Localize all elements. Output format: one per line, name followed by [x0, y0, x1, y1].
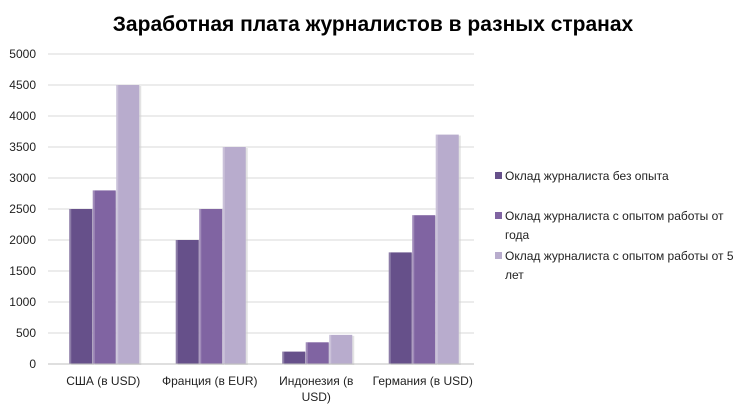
bar-highlight	[435, 134, 438, 364]
bar-highlight	[175, 240, 178, 364]
bar	[175, 240, 199, 364]
legend-swatch	[495, 252, 502, 259]
bar-highlight	[388, 252, 391, 364]
y-tick-label: 4000	[9, 109, 36, 123]
y-axis-ticks: 0 500 1000 1500 2000 2500 3000 3500 4000 4500 5000	[9, 47, 36, 371]
legend-swatch	[495, 212, 502, 219]
y-tick-label: 3500	[9, 140, 36, 154]
bar	[305, 342, 329, 364]
bar	[388, 252, 412, 364]
y-tick-label: 1500	[9, 264, 36, 278]
bar	[329, 334, 353, 364]
bar	[435, 134, 459, 364]
bar	[199, 209, 223, 364]
bars	[69, 85, 461, 365]
bar-highlight	[282, 351, 285, 364]
y-tick-label: 500	[16, 326, 36, 340]
y-tick-label: 2500	[9, 202, 36, 216]
bar	[92, 190, 116, 364]
y-tick-label: 2000	[9, 233, 36, 247]
y-tick-label: 0	[29, 357, 36, 371]
bar-highlight	[305, 342, 308, 364]
x-axis-categories: США (в USD) Франция (в EUR) Индонезия (в US…	[66, 374, 473, 404]
legend-entry: Оклад журналиста без опыта	[505, 169, 669, 183]
legend-entry: Оклад журналиста с опытом работы от 5 лет	[505, 249, 734, 282]
y-tick-label: 3000	[9, 171, 36, 185]
x-category-label: США (в USD)	[66, 374, 140, 388]
chart-title: Заработная плата журналистов в разных ст…	[113, 13, 634, 36]
y-tick-label: 4500	[9, 78, 36, 92]
bar-highlight	[222, 147, 225, 364]
bar-highlight	[412, 215, 415, 364]
y-tick-label: 5000	[9, 47, 36, 61]
legend-entry: Оклад журналиста с опытом работы от года	[505, 209, 724, 242]
legend: Оклад журналиста без опыта Оклад журналис…	[495, 169, 734, 282]
legend-swatch	[495, 172, 502, 179]
bar	[69, 209, 93, 364]
bar-highlight	[329, 334, 332, 364]
bar	[116, 85, 140, 364]
x-category-label: Германия (в USD)	[373, 374, 473, 388]
bar	[222, 147, 246, 364]
bar-highlight	[116, 85, 119, 364]
y-tick-label: 1000	[9, 295, 36, 309]
bar	[282, 351, 306, 364]
x-category-label: Франция (в EUR)	[162, 374, 258, 388]
x-category-label: Индонезия (в USD)	[279, 374, 353, 404]
bar-highlight	[92, 190, 95, 364]
bar-highlight	[69, 209, 72, 364]
bar	[412, 215, 436, 364]
bar-highlight	[199, 209, 202, 364]
